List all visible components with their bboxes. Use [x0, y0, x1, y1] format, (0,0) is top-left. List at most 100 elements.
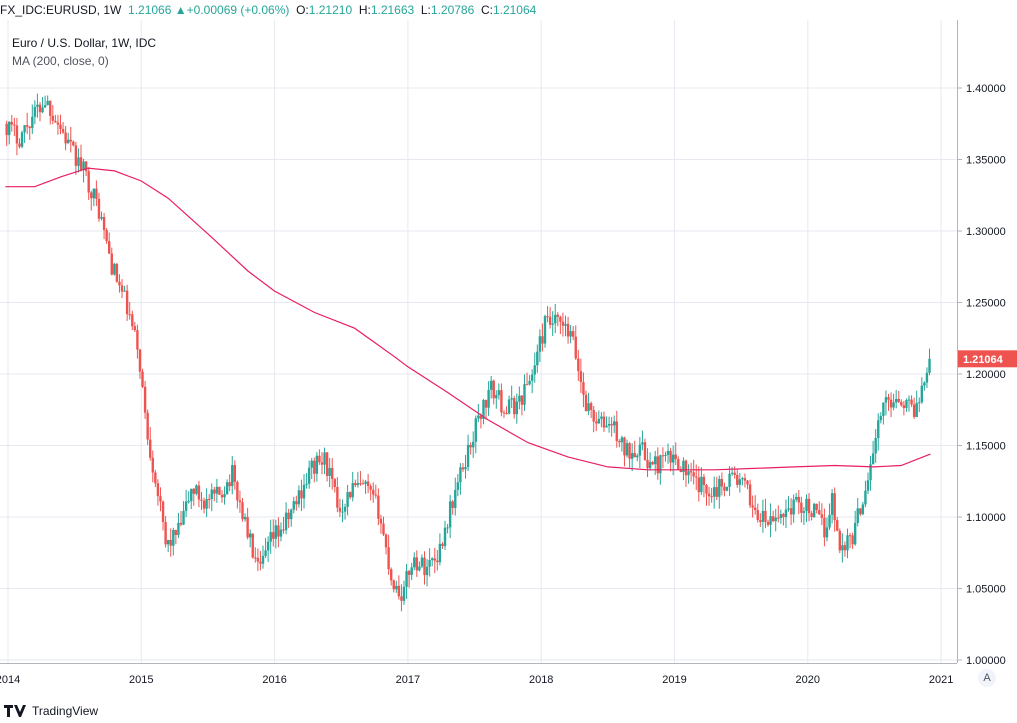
candle: [366, 473, 370, 494]
candle: [902, 400, 906, 416]
candle: [325, 451, 329, 482]
candle: [51, 105, 55, 125]
candle: [848, 532, 852, 549]
candle: [143, 380, 147, 419]
candle: [748, 479, 752, 508]
candle: [207, 494, 211, 509]
candle: [766, 519, 770, 527]
candle: [905, 398, 908, 412]
candle: [641, 430, 644, 451]
candle: [689, 462, 693, 482]
candle: [613, 415, 616, 434]
candle: [615, 410, 618, 448]
candle: [651, 460, 654, 466]
brand-name[interactable]: TradingView: [32, 704, 99, 718]
candle: [405, 563, 408, 599]
candle: [320, 452, 324, 475]
candle: [305, 473, 308, 489]
candle: [374, 484, 378, 499]
candle: [74, 141, 78, 175]
candle: [579, 358, 583, 393]
candle: [597, 410, 601, 424]
candle: [443, 520, 447, 550]
candle: [54, 114, 57, 123]
candle: [554, 303, 557, 334]
candle: [541, 323, 544, 352]
candle: [866, 472, 870, 495]
candle: [77, 148, 80, 173]
candle: [830, 489, 834, 524]
candle: [125, 284, 129, 321]
candle: [118, 274, 121, 293]
candle: [472, 431, 475, 458]
candle: [715, 476, 718, 500]
candle: [836, 517, 839, 532]
x-tick-label: 2020: [796, 674, 820, 686]
candle: [718, 475, 721, 509]
candle: [825, 517, 829, 542]
candle: [431, 557, 434, 567]
candle: [823, 508, 826, 547]
legend-title: Euro / U.S. Dollar, 1W, IDC: [12, 36, 157, 50]
last-price-tag-label: 1.21064: [963, 354, 1004, 366]
candle: [564, 315, 567, 337]
candle: [108, 232, 111, 255]
candle: [828, 503, 831, 530]
candle: [428, 548, 431, 577]
candle: [151, 450, 154, 483]
candle: [764, 498, 767, 529]
candle: [18, 138, 21, 149]
candle: [605, 416, 608, 428]
candle: [818, 501, 821, 515]
candle: [284, 502, 288, 535]
candle: [738, 472, 742, 493]
candle: [523, 374, 526, 411]
candle: [656, 447, 659, 480]
candle: [743, 473, 747, 488]
candle: [120, 279, 124, 299]
candle: [730, 466, 734, 476]
chart-legend: Euro / U.S. Dollar, 1W, IDC MA (200, clo…: [12, 34, 156, 70]
legend-indicator[interactable]: MA (200, close, 0): [12, 54, 109, 68]
candle: [307, 460, 311, 489]
candle: [223, 486, 226, 505]
y-tick-label: 1.20000: [966, 369, 1006, 381]
candle: [705, 484, 708, 506]
candle: [687, 464, 690, 484]
candle: [310, 458, 313, 480]
candle: [218, 486, 221, 496]
candle: [846, 528, 849, 559]
candle: [907, 395, 911, 412]
candle: [795, 492, 798, 503]
candle: [205, 488, 208, 518]
symbol-label[interactable]: FX_IDC:EURUSD, 1W: [0, 3, 122, 17]
candle: [359, 471, 362, 486]
candle: [410, 562, 413, 581]
candle: [489, 375, 493, 399]
price-axis[interactable]: 1.40000 1.35000 1.30000 1.25000 1.20000 1.150…: [957, 83, 1006, 667]
last-price: 1.21066: [128, 3, 172, 17]
candle: [233, 460, 237, 490]
candle: [720, 472, 724, 496]
candle: [861, 501, 865, 516]
candle: [79, 144, 83, 172]
candle: [28, 125, 31, 140]
candle: [149, 427, 152, 461]
candle: [264, 538, 267, 559]
price-chart[interactable]: 1.40000 1.35000 1.30000 1.25000 1.20000 1.150…: [0, 20, 1017, 700]
candle: [105, 228, 108, 244]
candle: [110, 247, 113, 276]
candle: [779, 509, 783, 524]
time-axis[interactable]: 2014 2015 2016 2017 2018 2019 2020 2021: [0, 674, 953, 686]
candle: [751, 495, 754, 518]
candle: [800, 496, 803, 523]
auto-scale-button[interactable]: A: [978, 669, 996, 687]
candle: [266, 536, 270, 562]
candle: [13, 117, 16, 137]
candle: [46, 95, 49, 106]
candle: [769, 503, 772, 538]
candle: [141, 368, 144, 389]
candle: [69, 126, 72, 153]
candle: [920, 377, 924, 404]
candle: [100, 211, 103, 221]
